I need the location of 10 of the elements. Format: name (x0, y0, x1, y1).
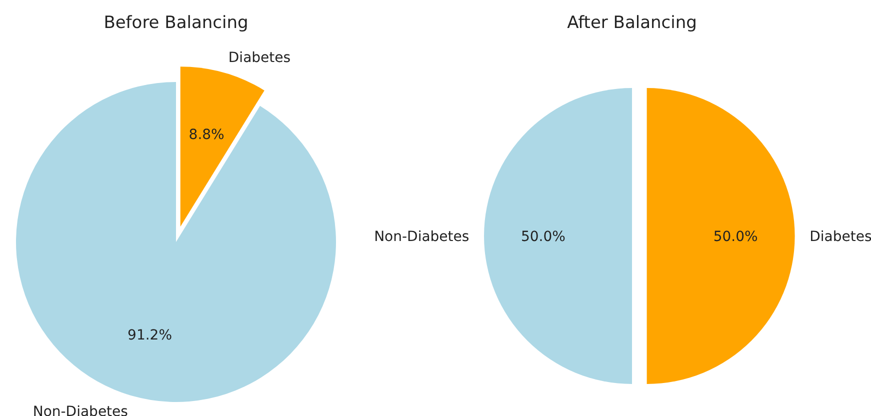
data-label: 91.2% (128, 327, 172, 344)
slice-label: Diabetes (228, 50, 291, 66)
data-label: 50.0% (520, 228, 566, 245)
chart-title: Before Balancing (104, 13, 248, 33)
data-label: 50.0% (713, 228, 758, 245)
slice-label: Diabetes (810, 228, 871, 245)
slice-label: Non-Diabetes (32, 404, 128, 416)
data-label: 8.8% (188, 127, 224, 144)
slice-label: Non-Diabetes (374, 228, 470, 245)
chart-title: After Balancing (567, 13, 697, 33)
